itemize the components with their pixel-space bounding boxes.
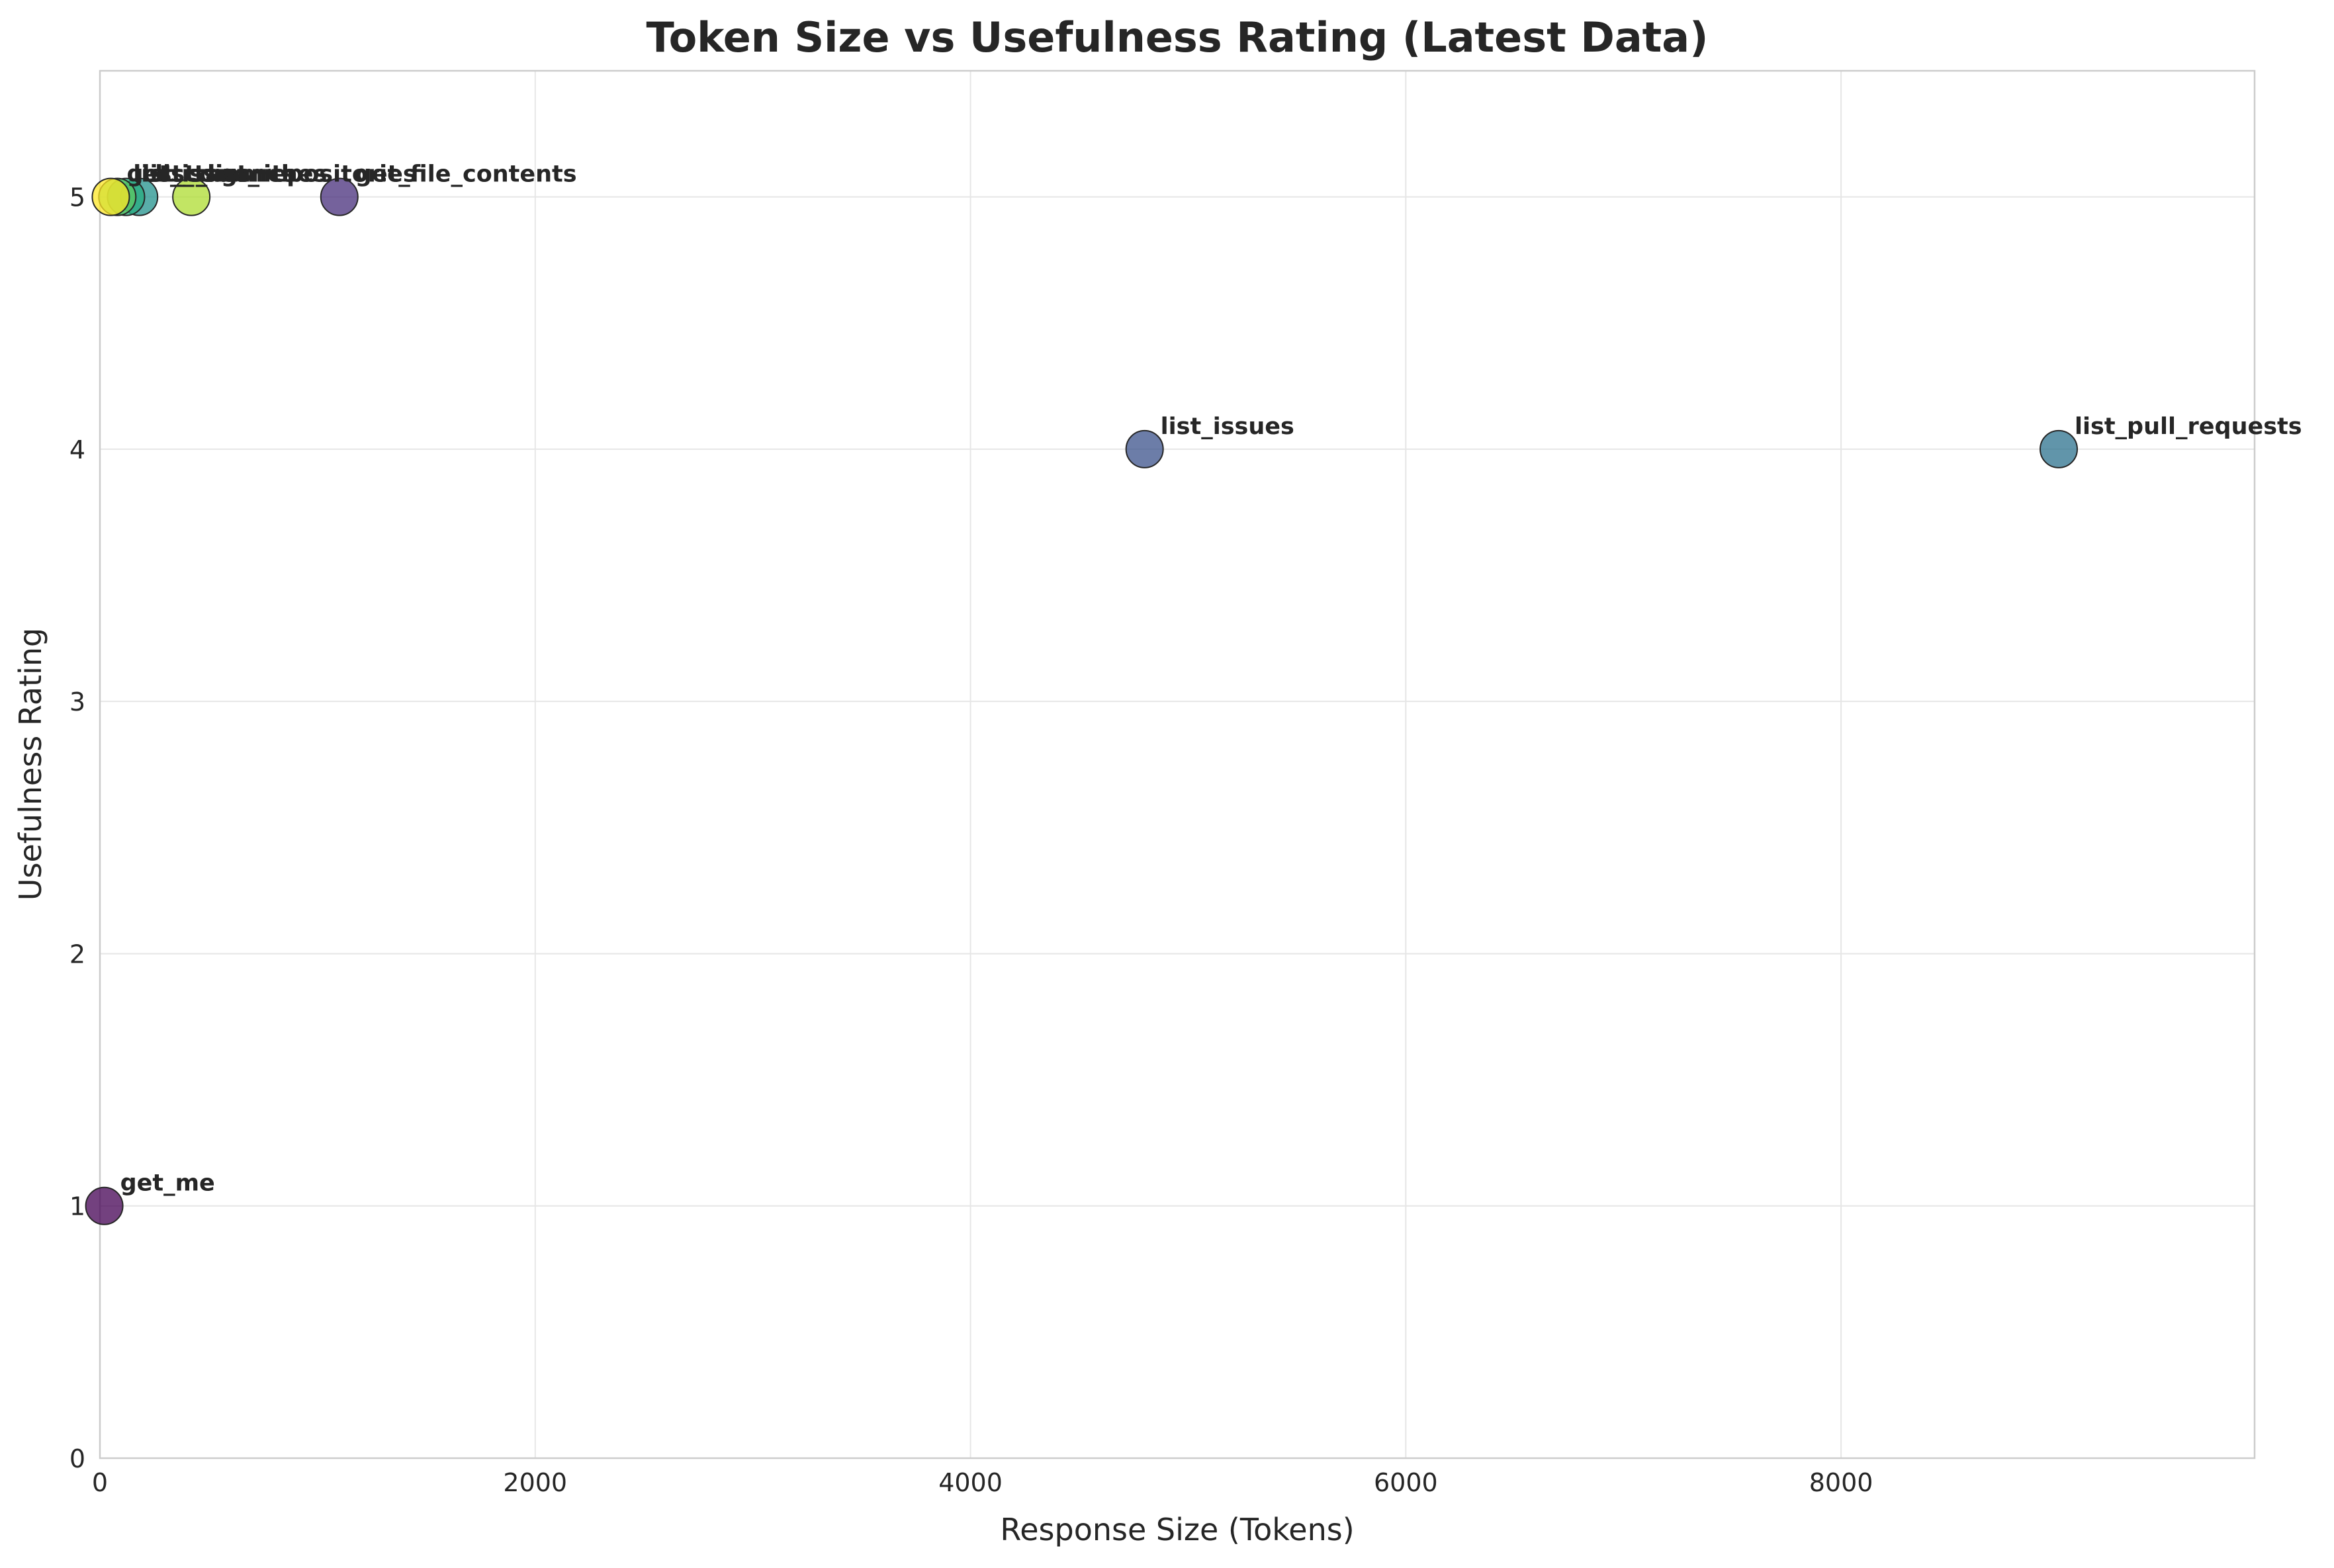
point-label: get_file_contents [355, 161, 577, 188]
y-axis-label: Usefulness Rating [13, 628, 48, 900]
y-tick-label: 1 [69, 1192, 85, 1221]
point-label: list_branches [155, 161, 327, 188]
x-tick-label: 0 [92, 1468, 108, 1497]
data-point [2040, 429, 2078, 468]
y-tick-label: 4 [69, 435, 85, 464]
x-tick-label: 8000 [1809, 1468, 1873, 1497]
point-label: get_me [120, 1170, 215, 1197]
y-tick-label: 5 [69, 183, 85, 212]
plot-frame [99, 69, 2256, 1459]
x-tick-label: 2000 [503, 1468, 567, 1497]
x-tick-label: 6000 [1374, 1468, 1438, 1497]
points-layer [85, 177, 2078, 1225]
data-point [85, 1186, 124, 1225]
point-label: list_pull_requests [2075, 414, 2302, 440]
point-label: list_commits [133, 161, 296, 188]
grid-layer [99, 71, 2255, 1459]
point-label: list_tags [142, 161, 251, 188]
x-tick-label: 4000 [938, 1468, 1003, 1497]
y-tick-label: 2 [69, 939, 85, 969]
point-label: list_repositories [207, 161, 417, 188]
y-tick-label: 0 [69, 1444, 85, 1473]
x-axis-label: Response Size (Tokens) [1000, 1512, 1354, 1547]
data-point [172, 177, 211, 216]
data-point [1125, 429, 1164, 468]
point-labels-layer: get_me get_file_contents list_issues list_p… [120, 161, 2302, 1197]
ticks-layer: 0 2000 4000 6000 8000 0 1 2 3 4 5 [69, 183, 1873, 1497]
y-tick-label: 3 [69, 687, 85, 717]
data-point [320, 177, 359, 216]
point-label: get_issue [126, 161, 249, 188]
chart-title: Token Size vs Usefulness Rating (Latest … [647, 13, 1709, 62]
point-label: list_issues [1161, 414, 1294, 440]
data-point [91, 177, 130, 216]
